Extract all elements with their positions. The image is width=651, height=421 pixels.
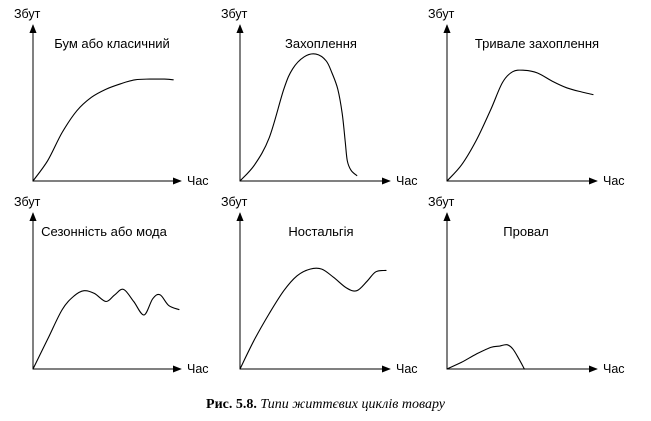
y-axis-label: Збут [14,195,41,209]
chart-title: Захоплення [285,36,357,51]
x-axis-label: Час [603,362,625,376]
y-axis-label: Збут [221,195,248,209]
chart-panel-1: Збут Час Бум або класичний [14,7,209,188]
series-line-1 [32,288,180,370]
chart-panel-4: Збут Час Сезонність або мода [14,195,209,376]
series-line-1 [32,78,174,182]
series-line-1 [446,344,525,370]
caption-prefix: Рис. 5.8. [206,397,257,412]
y-axis-label: Збут [428,7,455,21]
x-axis-label: Час [396,174,418,188]
series-line-1 [446,69,594,182]
x-axis-label: Час [187,174,209,188]
y-axis-label: Збут [428,195,455,209]
chart-title: Ностальгія [288,224,353,239]
y-axis-label: Збут [221,7,248,21]
chart-panel-2: Збут Час Захоплення [221,7,418,188]
caption-text: Типи життєвих циклів товару [260,397,445,412]
chart-title: Тривале захоплення [475,36,599,51]
figure-caption: Рис. 5.8. Типи життєвих циклів товару [0,397,651,413]
chart-panel-3: Збут Час Тривале захоплення [428,7,625,188]
chart-title: Бум або класичний [54,36,170,51]
chart-panel-6: Збут Час Провал [428,195,625,376]
series-line-1 [239,53,358,182]
x-axis-label: Час [603,174,625,188]
chart-title: Сезонність або мода [41,224,167,239]
chart-panel-5: Збут Час Ностальгія [221,195,418,376]
series-line-1 [239,267,387,370]
y-axis-label: Збут [14,7,41,21]
charts-group: Збут Час Бум або класичний Збут Час Захопленн… [14,7,625,376]
x-axis-label: Час [187,362,209,376]
x-axis-label: Час [396,362,418,376]
chart-title: Провал [503,224,548,239]
